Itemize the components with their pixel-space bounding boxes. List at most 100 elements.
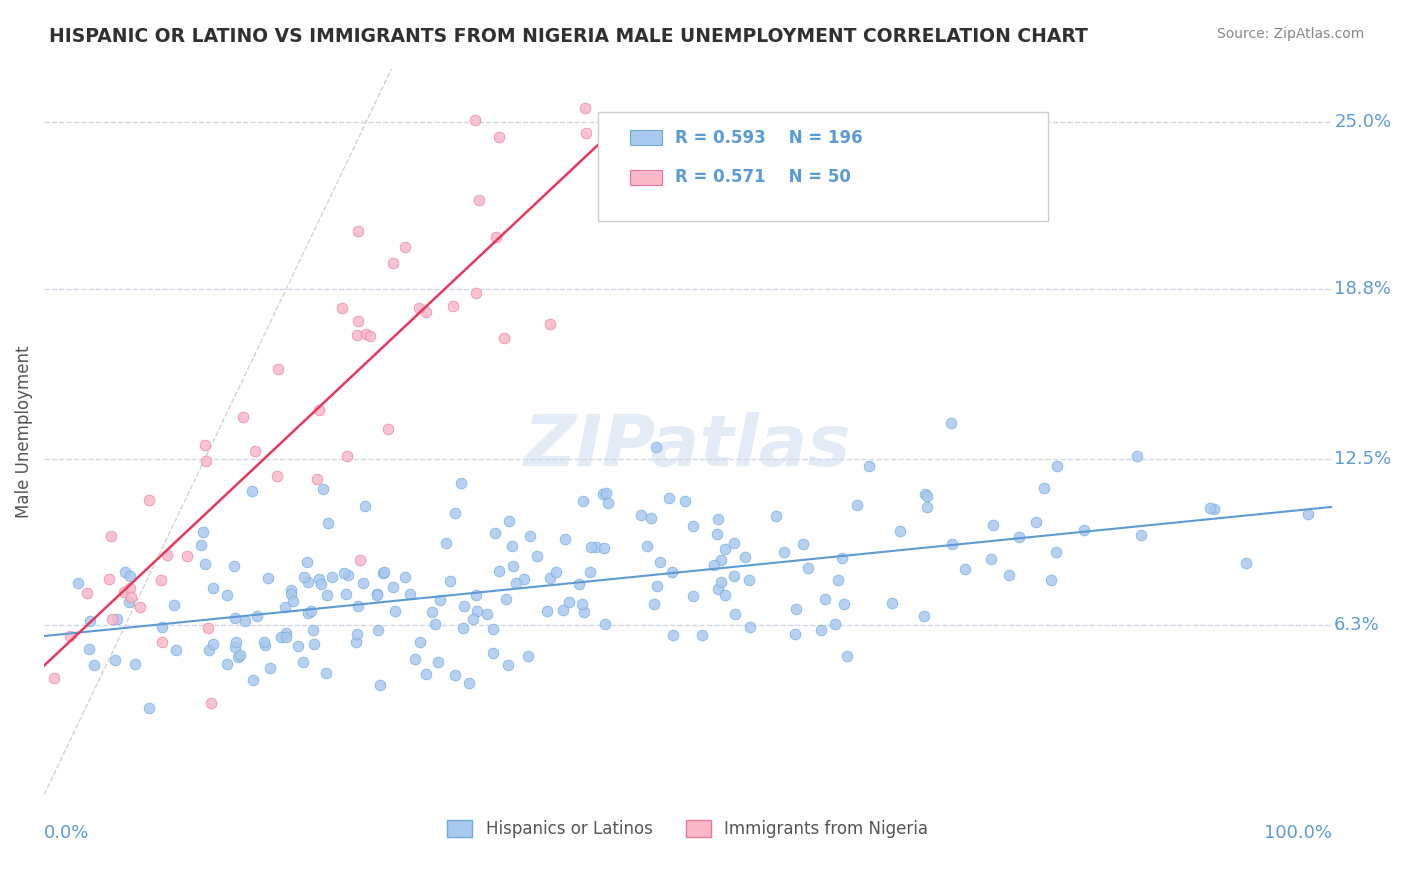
Point	[485, 230, 508, 244]
Point	[98, 572, 121, 586]
Point	[692, 628, 714, 642]
Point	[574, 101, 596, 115]
Point	[198, 643, 221, 657]
Point	[579, 540, 602, 554]
Point	[734, 550, 756, 565]
Point	[163, 598, 186, 612]
Point	[195, 454, 218, 468]
Point	[176, 549, 198, 563]
Point	[467, 193, 489, 207]
Point	[738, 620, 761, 634]
Point	[980, 551, 1002, 566]
Point	[105, 612, 128, 626]
Text: HISPANIC OR LATINO VS IMMIGRANTS FROM NIGERIA MALE UNEMPLOYMENT CORRELATION CHAR: HISPANIC OR LATINO VS IMMIGRANTS FROM NI…	[49, 27, 1088, 45]
Point	[571, 597, 593, 611]
Point	[707, 512, 730, 526]
Point	[429, 593, 451, 607]
Point	[408, 301, 430, 315]
Point	[299, 604, 322, 618]
Point	[77, 642, 100, 657]
Point	[382, 256, 405, 270]
Point	[723, 568, 745, 582]
Point	[1025, 515, 1047, 529]
Point	[810, 623, 832, 637]
Point	[194, 438, 217, 452]
Point	[197, 621, 219, 635]
Point	[714, 588, 737, 602]
Point	[710, 574, 733, 589]
FancyBboxPatch shape	[630, 130, 662, 145]
Point	[953, 562, 976, 576]
Point	[645, 440, 668, 454]
Point	[792, 537, 814, 551]
Point	[346, 599, 368, 614]
Point	[352, 576, 374, 591]
Point	[882, 596, 904, 610]
Point	[366, 588, 388, 602]
Point	[516, 648, 538, 663]
Point	[367, 624, 389, 638]
Point	[426, 655, 449, 669]
Point	[941, 536, 963, 550]
Point	[335, 587, 357, 601]
Point	[724, 607, 747, 621]
Legend: Hispanics or Latinos, Immigrants from Nigeria: Hispanics or Latinos, Immigrants from Ni…	[440, 813, 935, 845]
Point	[274, 631, 297, 645]
Point	[915, 500, 938, 515]
Point	[201, 637, 224, 651]
Point	[1046, 458, 1069, 473]
Point	[415, 666, 437, 681]
Point	[706, 527, 728, 541]
Point	[912, 609, 935, 624]
Point	[245, 444, 267, 458]
Point	[150, 635, 173, 649]
Point	[193, 525, 215, 540]
Point	[572, 494, 595, 508]
Point	[465, 604, 488, 618]
Point	[415, 305, 437, 319]
Point	[832, 597, 855, 611]
Point	[240, 484, 263, 499]
Point	[267, 361, 290, 376]
Point	[738, 574, 761, 588]
Point	[814, 592, 837, 607]
Point	[200, 696, 222, 710]
Point	[941, 416, 963, 430]
Point	[714, 542, 737, 557]
Point	[287, 639, 309, 653]
Text: 18.8%: 18.8%	[1334, 280, 1391, 298]
Point	[1039, 573, 1062, 587]
Point	[128, 600, 150, 615]
Point	[242, 673, 264, 688]
Point	[259, 661, 281, 675]
Point	[464, 589, 486, 603]
Point	[337, 568, 360, 582]
Point	[450, 475, 472, 490]
Point	[658, 491, 681, 506]
Point	[482, 646, 505, 660]
Point	[280, 582, 302, 597]
Point	[439, 574, 461, 589]
Point	[607, 128, 630, 143]
Point	[59, 630, 82, 644]
Point	[505, 575, 527, 590]
Point	[502, 559, 524, 574]
Point	[568, 577, 591, 591]
Point	[488, 130, 510, 145]
Point	[382, 580, 405, 594]
Point	[79, 614, 101, 628]
Point	[217, 589, 239, 603]
Point	[444, 506, 467, 520]
Point	[394, 240, 416, 254]
Point	[1126, 450, 1149, 464]
Point	[366, 587, 388, 601]
Point	[661, 628, 683, 642]
Point	[266, 469, 288, 483]
Point	[253, 634, 276, 648]
Point	[330, 301, 353, 315]
Point	[302, 637, 325, 651]
Point	[1298, 507, 1320, 521]
Point	[1045, 545, 1067, 559]
Point	[42, 671, 65, 685]
Point	[274, 600, 297, 615]
